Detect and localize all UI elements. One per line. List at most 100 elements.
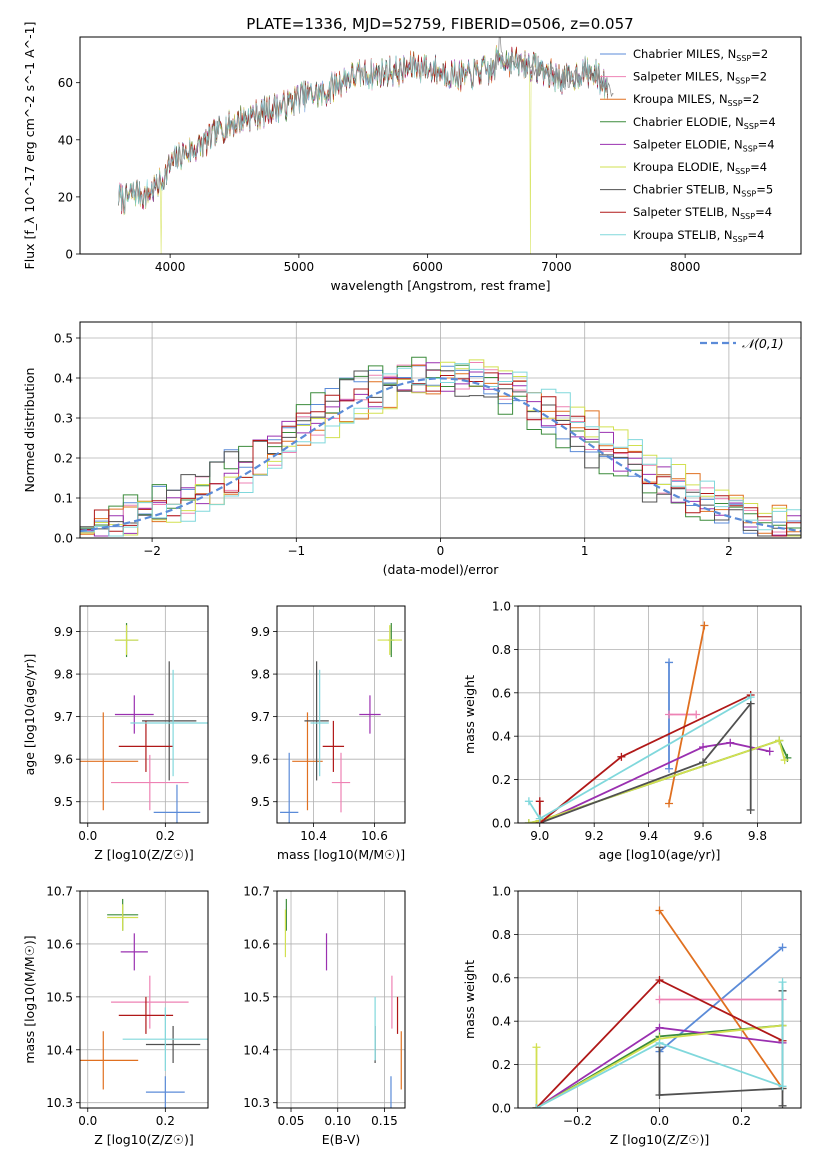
- x-tick-label: 7000: [541, 260, 572, 274]
- legend: Chabrier MILES, NSSP=2 Salpeter MILES, NS…: [600, 47, 776, 244]
- y-axis-label: Flux [f_λ 10^-17 erg cm^-2 s^-1 A^-1]: [22, 22, 37, 270]
- errorbar-point: [292, 712, 323, 811]
- weight-line: [528, 739, 786, 823]
- errorbar-point: [153, 784, 201, 823]
- y-tick-label: 10.5: [46, 990, 73, 1004]
- legend-label: Kroupa ELODIE, NSSP=4: [633, 160, 767, 176]
- weight-line: [658, 909, 784, 1090]
- x-tick-label: 8000: [670, 260, 701, 274]
- weight-line: [535, 1024, 783, 1108]
- plot-area: [524, 621, 792, 823]
- axes-frame: [517, 605, 802, 824]
- weight-marker: [535, 797, 544, 806]
- legend-label: Kroupa MILES, NSSP=2: [633, 92, 759, 108]
- plot-area: [280, 623, 402, 823]
- x-tick-label: 0.2: [156, 829, 175, 843]
- weight-marker: [746, 693, 755, 702]
- y-tick-label: 9.7: [54, 710, 73, 724]
- x-tick-label: 0.0: [78, 829, 97, 843]
- panel-age_vs_mass: 10.4 10.6 9.5 9.6 9.7 9.8 9.9 mass [log10(M/M☉)…: [251, 605, 406, 862]
- x-axis-label: Z [log10(Z/Z☉)]: [94, 847, 194, 862]
- weight-marker: [765, 747, 774, 756]
- errorbar-point: [377, 625, 402, 655]
- legend-label: Salpeter ELODIE, NSSP=4: [633, 137, 775, 153]
- plot-area: [532, 906, 787, 1108]
- y-tick-label: 0.0: [492, 1102, 511, 1116]
- x-tick-label: −0.2: [563, 1114, 592, 1128]
- y-tick-label: 9.8: [251, 668, 270, 682]
- weight-marker: [655, 975, 664, 984]
- y-tick-label: 0.0: [54, 532, 73, 546]
- errorbar-point: [145, 1025, 201, 1064]
- x-tick-label: 6000: [412, 260, 443, 274]
- y-tick-label: 9.9: [251, 625, 270, 639]
- errorbar-point: [304, 661, 329, 781]
- panel-mass_vs_Z: 0.0 0.2 10.3 10.4 10.5 10.6 10.7 Z [log10(Z/Z☉)…: [22, 885, 209, 1147]
- plot-area: [118, 37, 614, 254]
- x-tick-label: 9.2: [585, 829, 604, 843]
- weight-marker: [665, 658, 674, 667]
- x-axis-label: wavelength [Angstrom, rest frame]: [330, 278, 550, 293]
- weight-marker: [778, 1101, 787, 1108]
- histogram-step: [80, 372, 801, 537]
- y-tick-label: 9.6: [54, 753, 73, 767]
- weight-marker: [655, 995, 664, 1004]
- y-tick-label: 10.3: [243, 1096, 270, 1110]
- spectrum-line: [118, 47, 608, 215]
- normal-reference-curve: [80, 377, 801, 533]
- y-tick-label: 1.0: [492, 885, 511, 899]
- plot-area: [80, 356, 801, 537]
- x-tick-label: 5000: [284, 260, 315, 274]
- y-tick-label: 0.2: [492, 773, 511, 787]
- figure-title: PLATE=1336, MJD=52759, FIBERID=0506, z=0…: [246, 15, 633, 33]
- weight-marker: [655, 906, 664, 915]
- legend-label: Chabrier MILES, NSSP=2: [633, 47, 768, 63]
- weight-series: [524, 693, 755, 823]
- x-tick-label: −1: [287, 544, 305, 558]
- legend-label: Chabrier STELIB, NSSP=5: [633, 183, 773, 199]
- weight-marker: [780, 756, 789, 765]
- y-tick-label: 0.6: [492, 686, 511, 700]
- weight-series: [535, 699, 755, 823]
- y-tick-label: 10.4: [243, 1043, 270, 1057]
- weight-marker: [665, 710, 674, 719]
- weight-line: [536, 982, 784, 1108]
- y-tick-label: 10.7: [243, 885, 270, 899]
- x-tick-label: 0: [437, 544, 445, 558]
- x-axis-label: E(B-V): [322, 1132, 361, 1147]
- panel-weight_vs_Z: −0.2 0.0 0.2 0.0 0.2 0.4 0.6 0.8 1.0 Z [log10(Z/Z…: [462, 885, 802, 1147]
- y-tick-label: 9.5: [251, 795, 270, 809]
- histogram-step: [80, 369, 801, 537]
- y-tick-label: 20: [58, 190, 73, 204]
- legend-label: Salpeter MILES, NSSP=2: [633, 70, 767, 86]
- y-tick-label: 0.1: [54, 492, 73, 506]
- weight-marker: [535, 814, 544, 823]
- x-tick-label: 9.0: [530, 829, 549, 843]
- legend-label: Salpeter STELIB, NSSP=4: [633, 205, 772, 221]
- legend-label: 𝒩(0,1): [742, 336, 784, 351]
- errorbar-point: [142, 661, 197, 781]
- weight-marker: [665, 799, 674, 808]
- weight-marker: [655, 1038, 664, 1047]
- x-tick-label: 1: [581, 544, 589, 558]
- y-tick-label: 10.7: [46, 885, 73, 899]
- y-tick-label: 10.6: [46, 937, 73, 951]
- y-tick-label: 10.6: [243, 937, 270, 951]
- axes-frame: [276, 890, 406, 1109]
- weight-marker: [778, 978, 787, 987]
- x-tick-label: 0.2: [732, 1114, 751, 1128]
- y-tick-label: 9.6: [251, 753, 270, 767]
- y-tick-label: 9.8: [54, 668, 73, 682]
- y-tick-label: 0.3: [54, 412, 73, 426]
- x-axis-label: Z [log10(Z/Z☉)]: [610, 1132, 710, 1147]
- y-tick-label: 10.5: [243, 990, 270, 1004]
- errorbar-point: [111, 975, 189, 1029]
- errorbar-point: [118, 996, 174, 1034]
- x-tick-label: 0.10: [324, 1114, 351, 1128]
- weight-series: [665, 621, 709, 808]
- panel-mass_vs_ebv: 0.05 0.10 0.15 10.3 10.4 10.5 10.6 10.7 E(B-V): [243, 885, 406, 1147]
- x-tick-label: 2: [725, 544, 733, 558]
- y-tick-label: 40: [58, 133, 73, 147]
- axes-frame: [79, 36, 802, 255]
- weight-marker: [778, 943, 787, 952]
